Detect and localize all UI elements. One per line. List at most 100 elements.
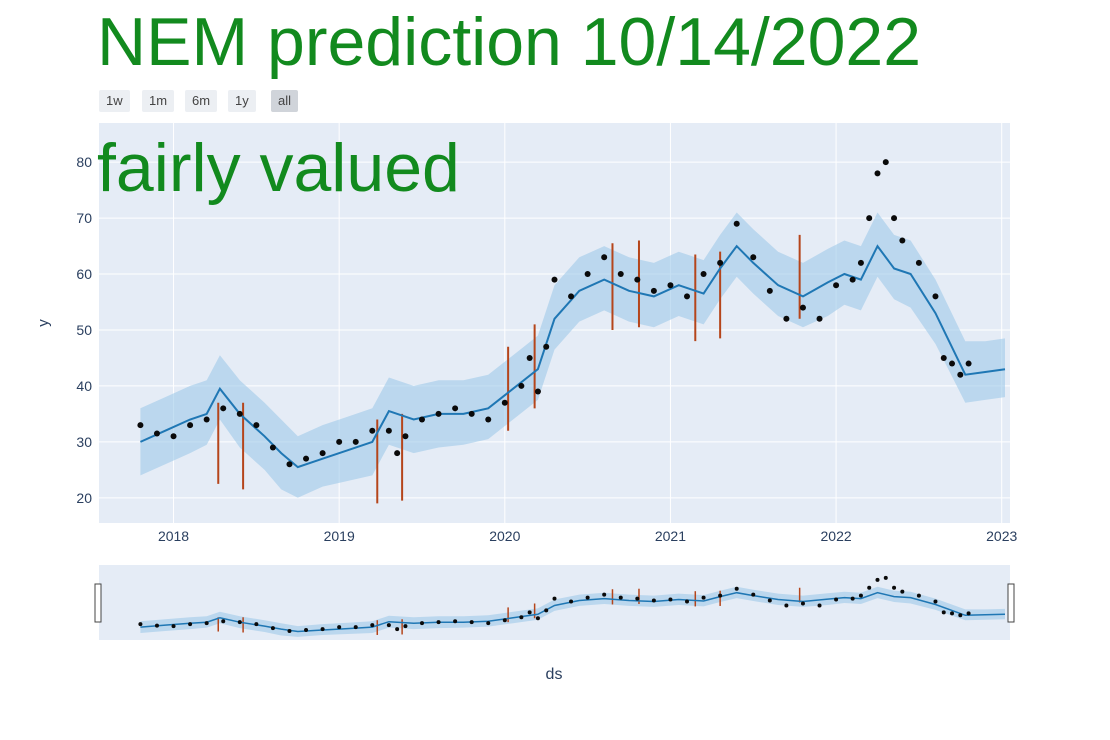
- data-point: [394, 450, 401, 457]
- x-tick-label: 2022: [821, 528, 852, 544]
- data-point: [584, 271, 591, 278]
- data-point: [485, 416, 492, 423]
- slider-data-point: [469, 620, 474, 625]
- data-point: [153, 430, 160, 437]
- range-button-1m[interactable]: 1m: [142, 90, 175, 112]
- y-tick-label: 70: [76, 210, 92, 226]
- slider-data-point: [941, 610, 946, 615]
- y-tick-label: 50: [76, 322, 92, 338]
- slider-data-point: [916, 593, 921, 598]
- slider-data-point: [486, 621, 491, 626]
- range-button-all[interactable]: all: [271, 90, 299, 112]
- slider-data-point: [850, 596, 855, 601]
- slider-data-point: [403, 624, 408, 629]
- slider-data-point: [353, 625, 358, 630]
- data-point: [501, 399, 508, 406]
- slider-data-point: [718, 593, 723, 598]
- data-point: [766, 287, 773, 294]
- uncertainty-band: [140, 212, 1005, 498]
- data-point: [352, 438, 359, 445]
- range-button-1y[interactable]: 1y: [228, 90, 256, 112]
- data-point: [518, 382, 525, 389]
- x-tick-label: 2021: [655, 528, 686, 544]
- data-point: [319, 450, 326, 457]
- data-point: [957, 371, 964, 378]
- x-axis-ticks: 2018 2019 2020 2021 2022 2023: [158, 528, 1018, 544]
- data-point: [187, 422, 194, 429]
- data-point: [534, 388, 541, 395]
- data-point: [882, 159, 889, 166]
- data-point: [336, 438, 343, 445]
- data-point: [667, 282, 674, 289]
- data-point: [452, 405, 459, 412]
- slider-handle-right[interactable]: [1007, 583, 1015, 623]
- data-point: [303, 455, 310, 462]
- data-point: [286, 461, 293, 468]
- y-tick-label: 80: [76, 154, 92, 170]
- data-point: [137, 422, 144, 429]
- y-tick-label: 30: [76, 434, 92, 450]
- slider-data-point: [386, 623, 391, 628]
- slider-forecast-line: [140, 591, 1006, 633]
- x-tick-label: 2023: [986, 528, 1017, 544]
- slider-data-point: [569, 599, 574, 604]
- data-point: [650, 287, 657, 294]
- slider-data-point: [933, 599, 938, 604]
- slider-data-point: [900, 589, 905, 594]
- slider-data-point: [453, 619, 458, 624]
- data-point: [568, 293, 575, 300]
- data-point: [783, 315, 790, 322]
- data-point: [915, 259, 922, 266]
- range-button-6m[interactable]: 6m: [185, 90, 218, 112]
- observed-points: [137, 159, 972, 468]
- slider-data-point: [685, 599, 690, 604]
- data-point: [617, 271, 624, 278]
- slider-data-point: [834, 597, 839, 602]
- slider-data-point: [254, 622, 259, 627]
- slider-band: [140, 586, 1005, 637]
- data-point: [899, 237, 906, 244]
- slider-data-point: [858, 593, 863, 598]
- data-point: [866, 215, 873, 222]
- slider-data-point: [767, 598, 772, 603]
- slider-data-point: [800, 601, 805, 606]
- data-point: [601, 254, 608, 261]
- data-point: [799, 304, 806, 311]
- slider-data-point: [867, 585, 872, 590]
- slider-data-point: [552, 596, 557, 601]
- y-tick-label: 20: [76, 490, 92, 506]
- slider-data-point: [304, 628, 309, 633]
- data-point: [949, 360, 956, 367]
- valuation-label: fairly valued: [97, 130, 460, 206]
- slider-data-point: [138, 622, 143, 627]
- chart-title: NEM prediction 10/14/2022: [97, 4, 922, 80]
- slider-handle-left[interactable]: [94, 583, 102, 623]
- data-point: [526, 354, 533, 361]
- y-tick-label: 40: [76, 378, 92, 394]
- data-point: [932, 293, 939, 300]
- data-point: [816, 315, 823, 322]
- data-point: [385, 427, 392, 434]
- changepoints: [217, 234, 801, 504]
- slider-data-point: [519, 615, 524, 620]
- slider-data-point: [320, 627, 325, 632]
- data-point: [269, 444, 276, 451]
- slider-data-point: [668, 597, 673, 602]
- slider-points: [138, 575, 971, 634]
- slider-data-point: [966, 611, 971, 616]
- data-point: [468, 410, 475, 417]
- y-axis-ticks: 20 30 40 50 60 70 80: [76, 154, 92, 506]
- y-tick-label: 60: [76, 266, 92, 282]
- range-button-1w[interactable]: 1w: [99, 90, 130, 112]
- data-point: [833, 282, 840, 289]
- slider-data-point: [875, 577, 880, 582]
- uncertainty-band-area: [140, 212, 1005, 498]
- x-tick-label: 2018: [158, 528, 189, 544]
- data-point: [402, 433, 409, 440]
- slider-data-point: [585, 595, 590, 600]
- slider-data-point: [419, 621, 424, 626]
- slider-data-point: [892, 585, 897, 590]
- data-point: [891, 215, 898, 222]
- slider-data-point: [436, 620, 441, 625]
